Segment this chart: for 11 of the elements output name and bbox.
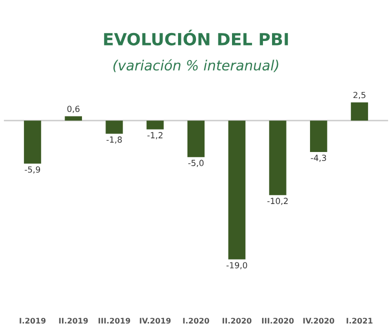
data-label: -19,0 bbox=[226, 262, 248, 270]
chart-title: EVOLUCIÓN DEL PBI bbox=[104, 30, 288, 46]
chart-subtitle: (variación % interanual) bbox=[113, 59, 278, 72]
data-label: -5,0 bbox=[188, 160, 204, 167]
data-label: -1,2 bbox=[147, 132, 162, 140]
data-label: 0,6 bbox=[67, 106, 80, 113]
data-label: -1,8 bbox=[106, 136, 122, 144]
data-label: -5,9 bbox=[24, 166, 40, 174]
data-label: 2,5 bbox=[353, 92, 366, 100]
data-label: -4,3 bbox=[310, 154, 326, 162]
data-label: -10,2 bbox=[267, 198, 288, 205]
